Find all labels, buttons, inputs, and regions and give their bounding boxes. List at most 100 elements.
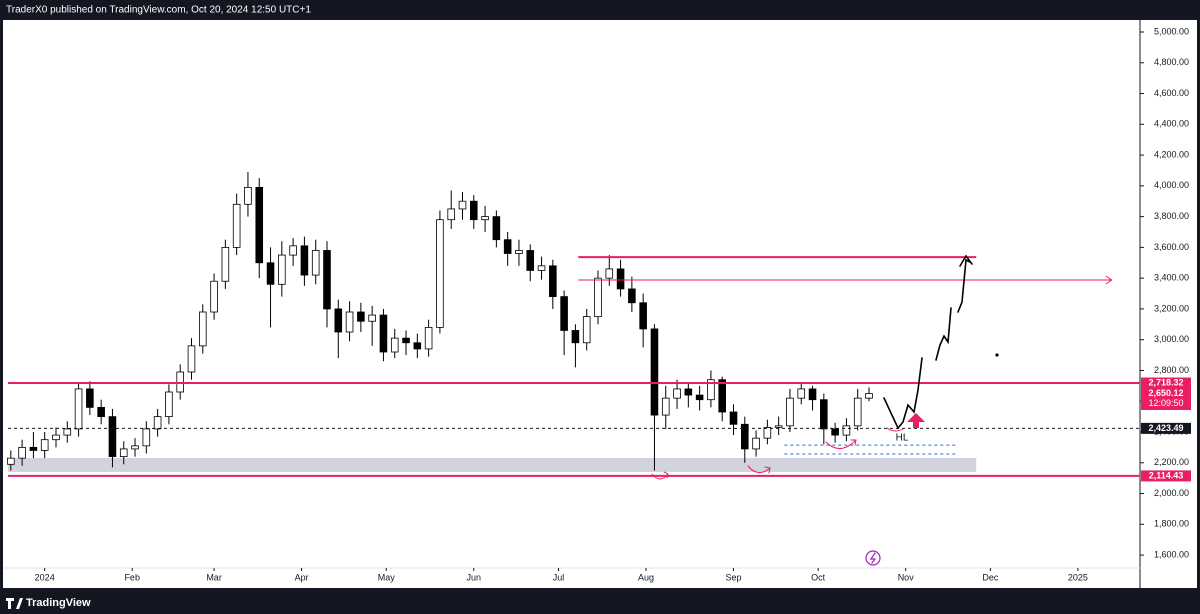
y-tick-label: 1,600.00 bbox=[1154, 549, 1189, 559]
x-tick-label: Jul bbox=[553, 572, 565, 582]
candle-body bbox=[368, 314, 376, 322]
y-tick-label: 4,600.00 bbox=[1154, 88, 1189, 98]
candle-body bbox=[650, 328, 659, 416]
candle-body bbox=[153, 416, 162, 430]
zone bbox=[8, 458, 977, 472]
candle-body bbox=[187, 345, 196, 373]
projection-path bbox=[935, 307, 952, 361]
countdown: 12:09:50 bbox=[1148, 398, 1183, 408]
alert-icon bbox=[865, 550, 881, 566]
pink-curve bbox=[886, 427, 906, 432]
projection-path bbox=[883, 357, 923, 430]
candle-body bbox=[661, 397, 670, 416]
candle-body bbox=[481, 216, 489, 221]
price-label-box bbox=[1141, 377, 1191, 389]
x-tick-label: May bbox=[378, 572, 396, 582]
candle-body bbox=[447, 208, 455, 221]
candle-body bbox=[582, 316, 591, 344]
candle-body bbox=[52, 434, 60, 441]
y-tick-label: 2,800.00 bbox=[1154, 365, 1189, 375]
y-tick-label: 2,200.00 bbox=[1154, 457, 1189, 467]
candle-body bbox=[571, 330, 580, 344]
candle-body bbox=[786, 397, 794, 427]
candle-body bbox=[628, 288, 636, 304]
candle-body bbox=[763, 426, 772, 439]
alert-icon bbox=[869, 552, 877, 564]
y-tick-label: 3,200.00 bbox=[1154, 303, 1189, 313]
candle-body bbox=[289, 245, 297, 256]
candle-body bbox=[424, 326, 433, 350]
y-tick-label: 5,000.00 bbox=[1154, 26, 1189, 36]
drawings bbox=[651, 254, 999, 566]
candle-body bbox=[176, 371, 184, 393]
candle-body bbox=[515, 250, 523, 254]
candle-body bbox=[741, 423, 749, 450]
price-label-box bbox=[1141, 388, 1191, 411]
candle-body bbox=[210, 280, 218, 313]
y-tick-label: 3,800.00 bbox=[1154, 211, 1189, 221]
y-tick-label: 3,600.00 bbox=[1154, 242, 1189, 252]
candle-body bbox=[729, 411, 738, 425]
candle-body bbox=[831, 428, 839, 436]
x-tick-label: Sep bbox=[725, 572, 741, 582]
level-arrow bbox=[1105, 275, 1113, 285]
candle-body bbox=[842, 425, 851, 436]
candle-body bbox=[752, 437, 760, 450]
candle-body bbox=[255, 186, 264, 264]
candle-body bbox=[820, 399, 828, 430]
candle-body bbox=[673, 388, 681, 399]
candle-body bbox=[695, 394, 704, 401]
candle-body bbox=[345, 311, 354, 333]
candle-body bbox=[402, 337, 410, 344]
candle-body bbox=[244, 186, 252, 205]
candle-body bbox=[232, 203, 241, 248]
y-tick-label: 3,000.00 bbox=[1154, 334, 1189, 344]
x-tick-label: 2024 bbox=[35, 572, 55, 582]
x-tick-label: Apr bbox=[295, 572, 309, 582]
x-tick-label: Mar bbox=[206, 572, 222, 582]
candle-body bbox=[537, 265, 546, 271]
candle-body bbox=[334, 308, 343, 333]
x-tick-label: Oct bbox=[811, 572, 826, 582]
y-tick-label: 4,000.00 bbox=[1154, 180, 1189, 190]
candle-body bbox=[774, 425, 783, 428]
candle-body bbox=[503, 239, 512, 254]
y-tick-label: 1,800.00 bbox=[1154, 519, 1189, 529]
candle-body bbox=[74, 388, 83, 430]
candle-body bbox=[278, 254, 286, 285]
x-tick-label: Nov bbox=[898, 572, 915, 582]
y-tick-label: 3,400.00 bbox=[1154, 273, 1189, 283]
projection-path bbox=[957, 254, 973, 313]
up-arrow bbox=[907, 413, 925, 428]
candle-body bbox=[7, 457, 15, 465]
candle-body bbox=[560, 296, 568, 331]
brand-logo bbox=[6, 598, 23, 609]
pink-curve bbox=[825, 439, 857, 449]
plot bbox=[7, 172, 1140, 477]
candle-body bbox=[413, 342, 422, 350]
header-text: TraderX0 published on TradingView.com, O… bbox=[6, 5, 311, 16]
candle-body bbox=[131, 445, 139, 450]
dot bbox=[995, 353, 999, 357]
candle-body bbox=[808, 388, 817, 401]
pink-curve bbox=[747, 465, 771, 474]
x-tick-label: Aug bbox=[638, 572, 654, 582]
candle-body bbox=[707, 379, 715, 401]
x-tick-label: Dec bbox=[982, 572, 999, 582]
candle-body bbox=[436, 219, 444, 328]
candle-body bbox=[616, 268, 625, 290]
candle-body bbox=[29, 446, 38, 451]
candle-body bbox=[639, 302, 647, 330]
brand-name: TradingView bbox=[26, 597, 91, 609]
candle-body bbox=[142, 428, 151, 447]
candle-body bbox=[605, 268, 614, 279]
price-label: 2,650.12 bbox=[1148, 388, 1183, 398]
price-label: 2,114.43 bbox=[1149, 470, 1184, 480]
x-tick-label: 2025 bbox=[1068, 572, 1088, 582]
candle-body bbox=[266, 262, 275, 285]
candle-body bbox=[63, 428, 72, 436]
candle-body bbox=[526, 250, 535, 271]
y-tick-label: 2,000.00 bbox=[1154, 488, 1189, 498]
candle-body bbox=[492, 216, 501, 241]
brand: TradingView bbox=[6, 597, 91, 609]
